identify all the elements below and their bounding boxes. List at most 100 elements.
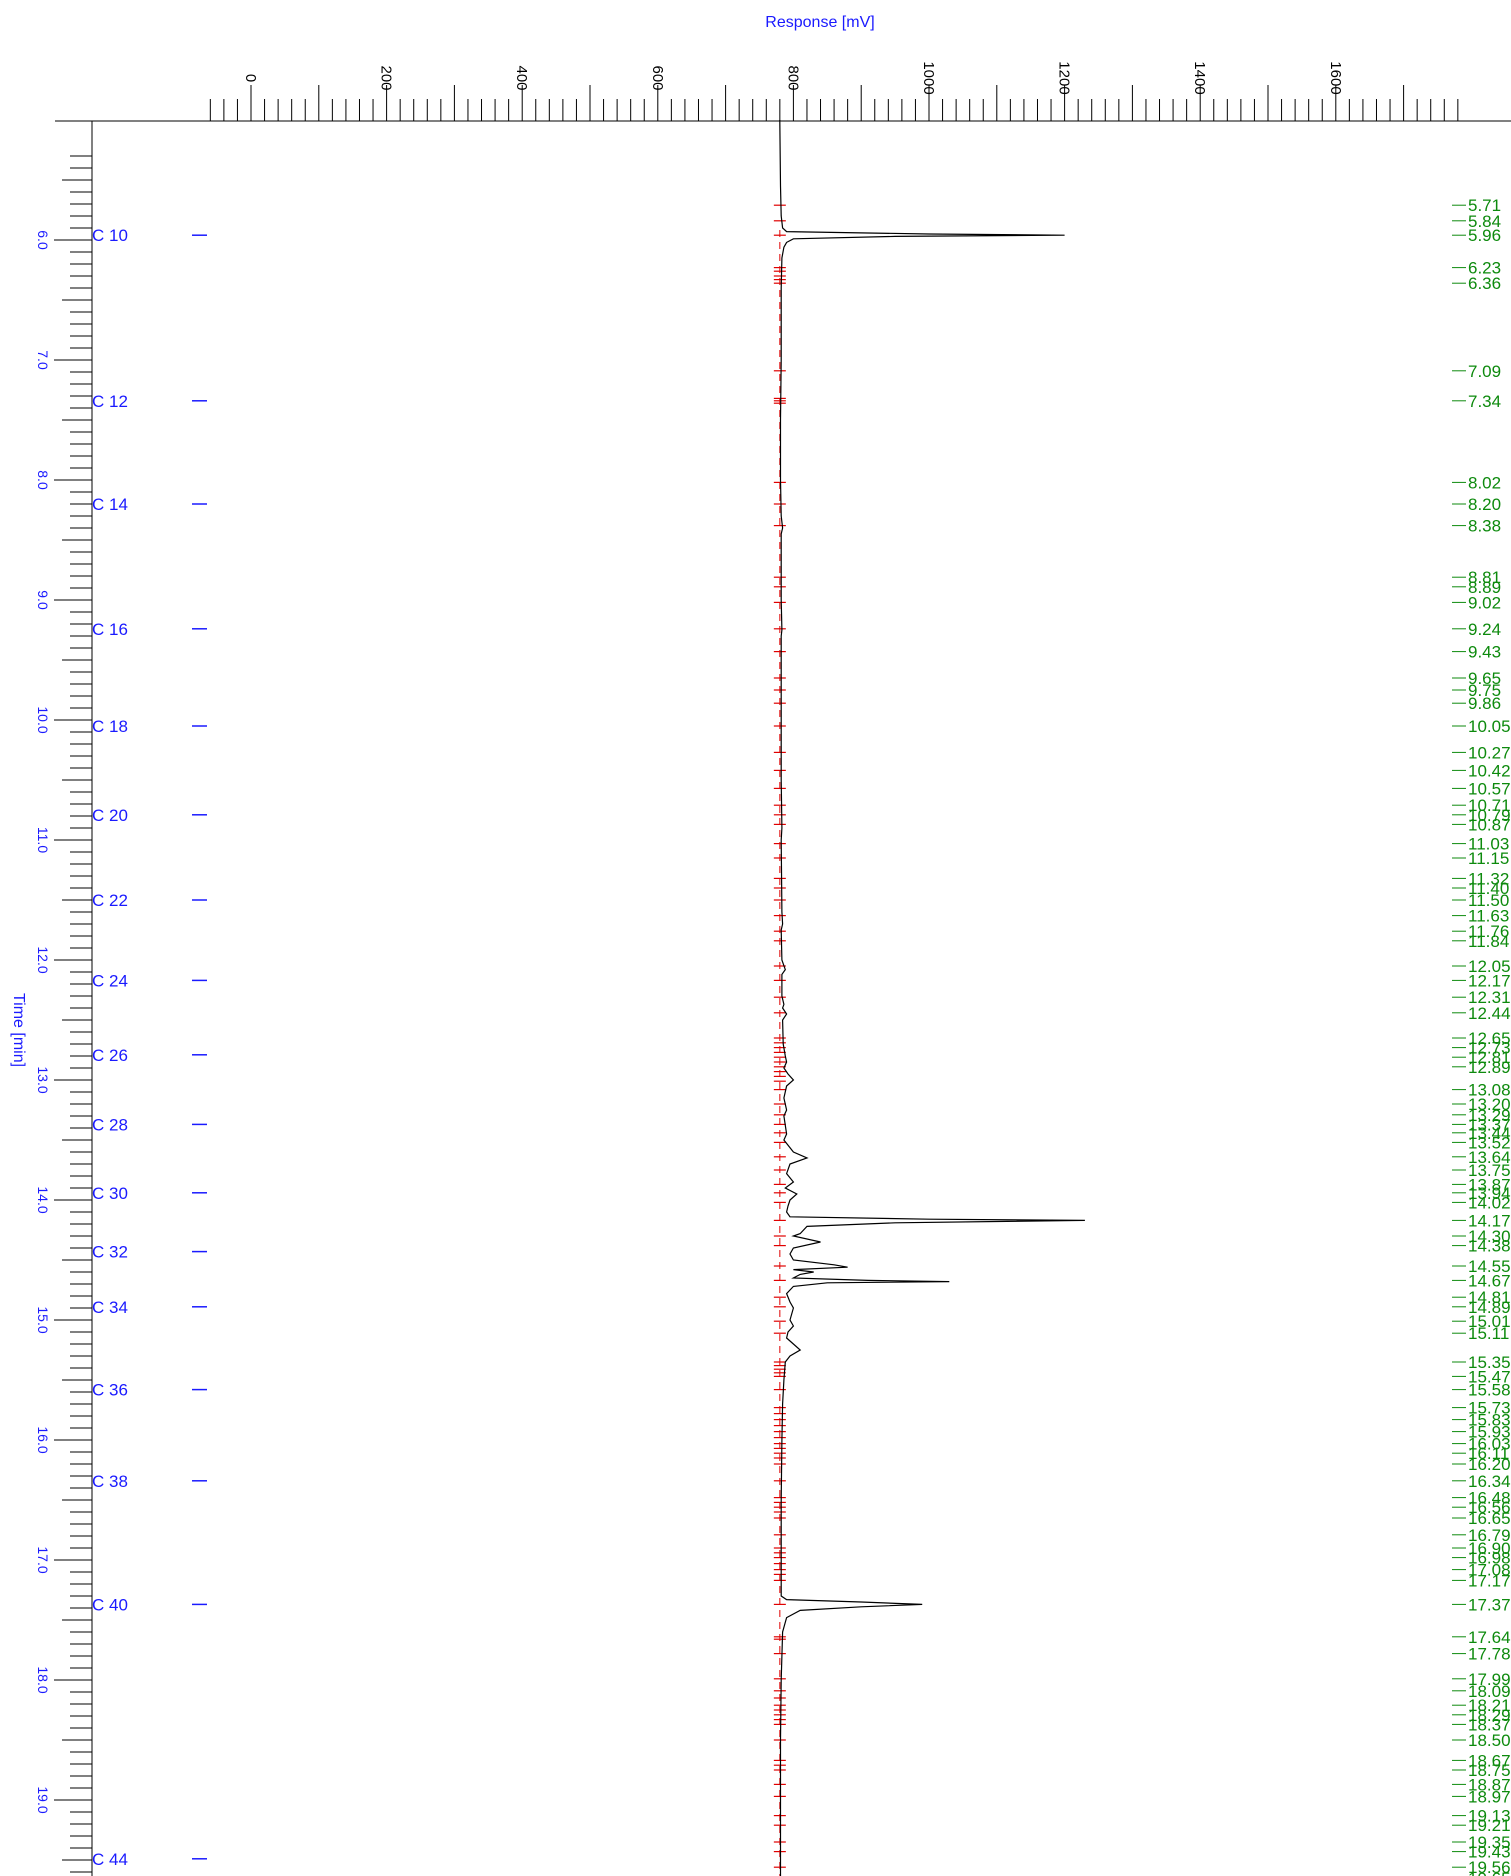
retention-time-label: 18.97 (1468, 1787, 1511, 1806)
x-tick-label: 0 (242, 74, 259, 82)
retention-time-label: 16.79 (1468, 1526, 1511, 1545)
y-tick-label: 14.0 (35, 1186, 51, 1213)
retention-time-label: 10.71 (1468, 796, 1511, 815)
carbon-marker-label: C 20 (92, 806, 128, 825)
retention-time-label: 8.38 (1468, 517, 1501, 536)
x-tick-label: 800 (784, 65, 801, 90)
retention-time-label: 14.89 (1468, 1298, 1511, 1317)
retention-time-label: 14.38 (1468, 1237, 1511, 1256)
retention-time-label: 17.17 (1468, 1571, 1511, 1590)
carbon-marker-label: C 14 (92, 495, 128, 514)
retention-time-label: 13.44 (1468, 1124, 1511, 1143)
retention-time-label: 17.64 (1468, 1628, 1511, 1647)
retention-time-label: 19.21 (1468, 1816, 1511, 1835)
carbon-marker-label: C 40 (92, 1595, 128, 1614)
retention-time-label: 19.56 (1468, 1858, 1511, 1876)
retention-time-label: 18.29 (1468, 1706, 1511, 1725)
retention-time-label: 17.99 (1468, 1670, 1511, 1689)
retention-time-label: 19.35 (1468, 1833, 1511, 1852)
trace-group (779, 119, 1085, 1876)
y-tick-label: 13.0 (35, 1066, 51, 1093)
retention-time-label: 12.44 (1468, 1004, 1511, 1023)
retention-time-label: 14.81 (1468, 1288, 1511, 1307)
retention-time-label: 11.15 (1468, 849, 1509, 868)
retention-time-label: 14.02 (1468, 1193, 1511, 1212)
retention-time-label: 16.90 (1468, 1539, 1511, 1558)
retention-time-label: 16.48 (1468, 1489, 1511, 1508)
y-tick-label: 6.0 (35, 230, 51, 250)
retention-time-label: 19.13 (1468, 1807, 1511, 1826)
y-tick-label: 12.0 (35, 946, 51, 973)
carbon-marker-label: C 16 (92, 620, 128, 639)
retention-time-label: 12.89 (1468, 1058, 1511, 1077)
carbon-marker-label: C 24 (92, 971, 128, 990)
retention-time-label: 5.96 (1468, 226, 1501, 245)
retention-time-label: 6.23 (1468, 259, 1501, 278)
y-tick-label: 16.0 (35, 1426, 51, 1453)
carbon-marker-label: C 22 (92, 891, 128, 910)
retention-label-group: 5.715.845.96 6.236.36 7.09 7.34 8.02 8.20 8.38… (1452, 196, 1511, 1876)
retention-time-label: 9.65 (1468, 669, 1501, 688)
chromatogram-trace (779, 119, 1085, 1876)
retention-time-label: 15.73 (1468, 1399, 1511, 1418)
x-axis-ticks: 0 200 400 600 800 1000 1200 1400 1600 (209, 61, 1459, 121)
x-tick-label: 200 (378, 65, 395, 90)
retention-time-label: 10.79 (1468, 806, 1511, 825)
carbon-marker-label: C 10 (92, 226, 128, 245)
retention-time-label: 13.37 (1468, 1115, 1511, 1134)
retention-time-label: 13.64 (1468, 1148, 1511, 1167)
carbon-marker-label: C 12 (92, 392, 128, 411)
retention-time-label: 8.81 (1468, 568, 1501, 587)
carbon-marker-label: C 44 (92, 1850, 128, 1869)
retention-time-label: 8.02 (1468, 473, 1501, 492)
retention-time-label: 11.84 (1468, 932, 1509, 951)
y-tick-label: 19.0 (35, 1786, 51, 1813)
retention-time-label: 7.09 (1468, 362, 1501, 381)
retention-time-label: 10.87 (1468, 815, 1511, 834)
retention-time-label: 10.05 (1468, 717, 1511, 736)
y-tick-label: 10.0 (35, 706, 51, 733)
retention-time-label: 15.93 (1468, 1423, 1511, 1442)
y-tick-label: 7.0 (35, 350, 51, 370)
retention-time-label: 18.21 (1468, 1696, 1511, 1715)
retention-time-label: 11.50 (1468, 891, 1509, 910)
retention-time-label: 15.01 (1468, 1312, 1511, 1331)
retention-time-label: 18.50 (1468, 1731, 1511, 1750)
carbon-marker-group: C 10 C 12 C 14 C 16 C 18 C 20 C 22 C 24 C 26 C 28… (92, 226, 207, 1869)
carbon-marker-label: C 26 (92, 1046, 128, 1065)
retention-time-label: 13.29 (1468, 1106, 1511, 1125)
retention-time-label: 19.43 (1468, 1843, 1511, 1862)
retention-time-label: 9.02 (1468, 593, 1501, 612)
retention-time-label: 13.52 (1468, 1133, 1511, 1152)
x-tick-label: 1200 (1056, 61, 1073, 94)
retention-time-label: 12.31 (1468, 988, 1511, 1007)
retention-time-label: 7.34 (1468, 392, 1501, 411)
retention-time-label: 16.65 (1468, 1509, 1511, 1528)
retention-time-label: 10.42 (1468, 761, 1511, 780)
x-tick-label: 1400 (1191, 61, 1208, 94)
retention-time-label: 8.20 (1468, 495, 1501, 514)
retention-time-label: 10.57 (1468, 779, 1511, 798)
retention-time-label: 16.20 (1468, 1455, 1511, 1474)
retention-time-label: 8.89 (1468, 578, 1501, 597)
retention-time-label: 9.24 (1468, 620, 1501, 639)
retention-time-label: 12.17 (1468, 971, 1511, 990)
y-tick-label: 15.0 (35, 1306, 51, 1333)
retention-time-label: 13.75 (1468, 1161, 1511, 1180)
retention-time-label: 9.75 (1468, 681, 1501, 700)
retention-time-label: 18.75 (1468, 1761, 1511, 1780)
retention-time-label: 16.98 (1468, 1549, 1511, 1568)
retention-time-label: 11.03 (1468, 835, 1509, 854)
retention-time-label: 14.67 (1468, 1271, 1511, 1290)
carbon-marker-label: C 38 (92, 1472, 128, 1491)
retention-time-label: 14.30 (1468, 1227, 1511, 1246)
y-tick-label: 18.0 (35, 1666, 51, 1693)
retention-time-label: 12.81 (1468, 1048, 1511, 1067)
x-tick-label: 400 (513, 65, 530, 90)
retention-time-label: 13.94 (1468, 1184, 1511, 1203)
x-tick-label: 600 (649, 65, 666, 90)
retention-time-label: 5.71 (1468, 196, 1501, 215)
retention-time-label: 14.55 (1468, 1257, 1511, 1276)
y-tick-label: 8.0 (35, 470, 51, 490)
retention-time-label: 17.37 (1468, 1595, 1511, 1614)
